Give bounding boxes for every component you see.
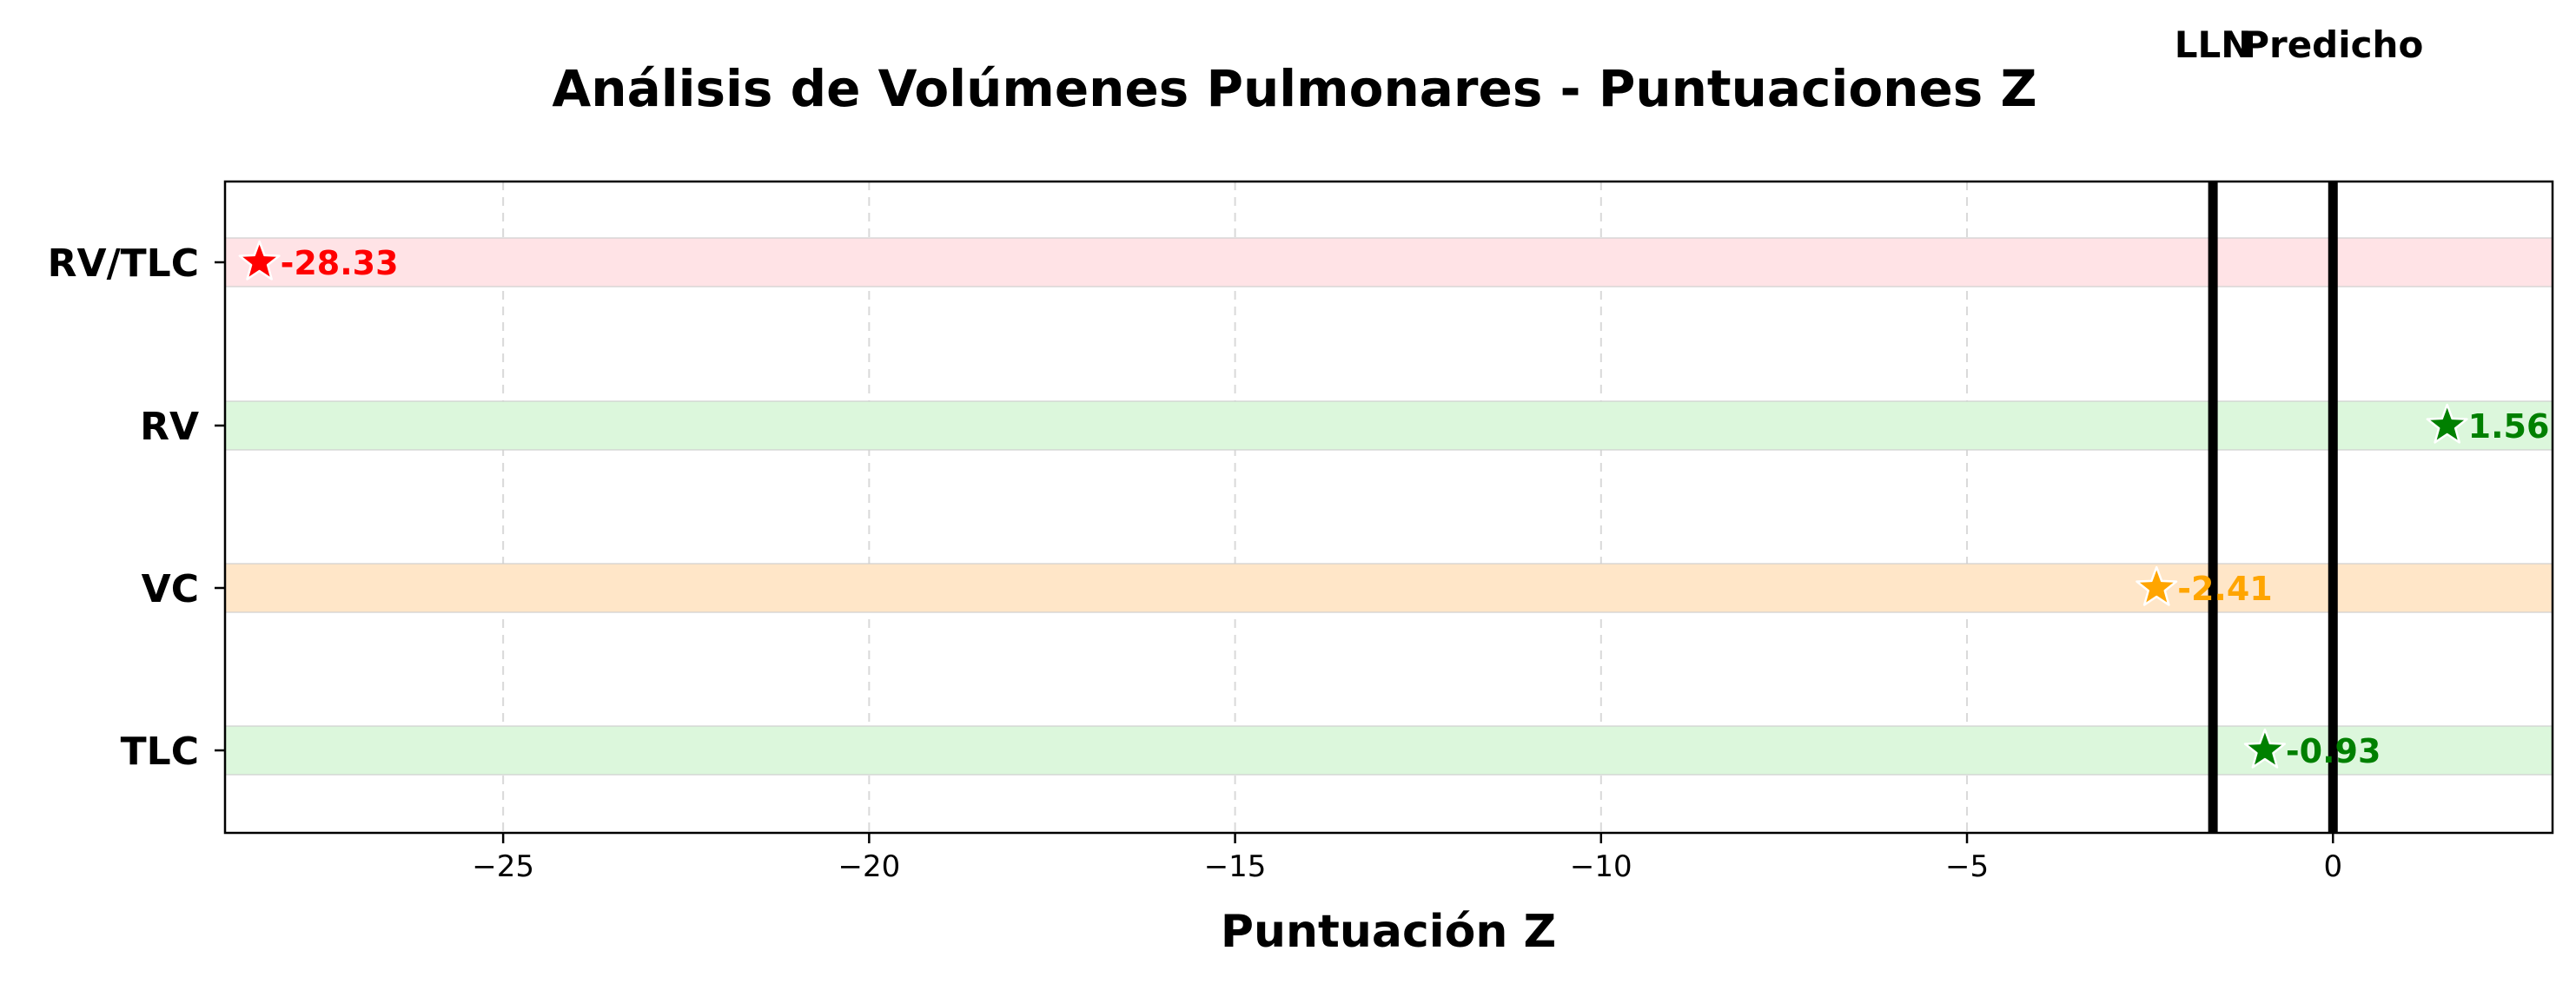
x-tick-label: −10 (1570, 849, 1632, 884)
category-band (224, 400, 2553, 451)
y-tick-label: VC (142, 567, 199, 611)
y-tick-label: RV/TLC (48, 241, 199, 286)
category-band (224, 725, 2553, 776)
reference-line-label: Predicho (2242, 23, 2423, 66)
x-tick-label: −25 (472, 849, 534, 884)
y-tick-label: RV (140, 405, 199, 449)
reference-line-label: LLN (2175, 23, 2252, 66)
data-value-label: -28.33 (281, 244, 399, 282)
x-tick-label: −20 (838, 849, 900, 884)
data-point-star (2136, 565, 2178, 606)
chart-title: Análisis de Volúmenes Pulmonares - Puntu… (552, 59, 2036, 118)
data-value-label: -0.93 (2286, 732, 2381, 770)
data-points: -28.33 1.56 -2.41 -0.93 (238, 240, 2550, 770)
data-point-star (2243, 728, 2286, 769)
data-point-star (2426, 403, 2468, 444)
x-tick-label: −5 (1945, 849, 1989, 884)
data-point-star (238, 240, 281, 281)
y-tick-label: TLC (121, 730, 199, 774)
data-value-label: 1.56 (2468, 407, 2550, 446)
data-value-label: -2.41 (2177, 570, 2273, 608)
category-bands (224, 237, 2553, 776)
category-band (224, 237, 2553, 287)
y-axis-ticks: RV/TLC RV VC TLC (48, 241, 225, 774)
x-tick-label: 0 (2323, 849, 2342, 884)
x-axis-label: Puntuación Z (1221, 906, 1556, 958)
plot-frame (223, 180, 2554, 835)
x-tick-label: −15 (1204, 849, 1267, 884)
x-axis-ticks: −25 −20 −15 −10 −5 0 (472, 833, 2342, 884)
